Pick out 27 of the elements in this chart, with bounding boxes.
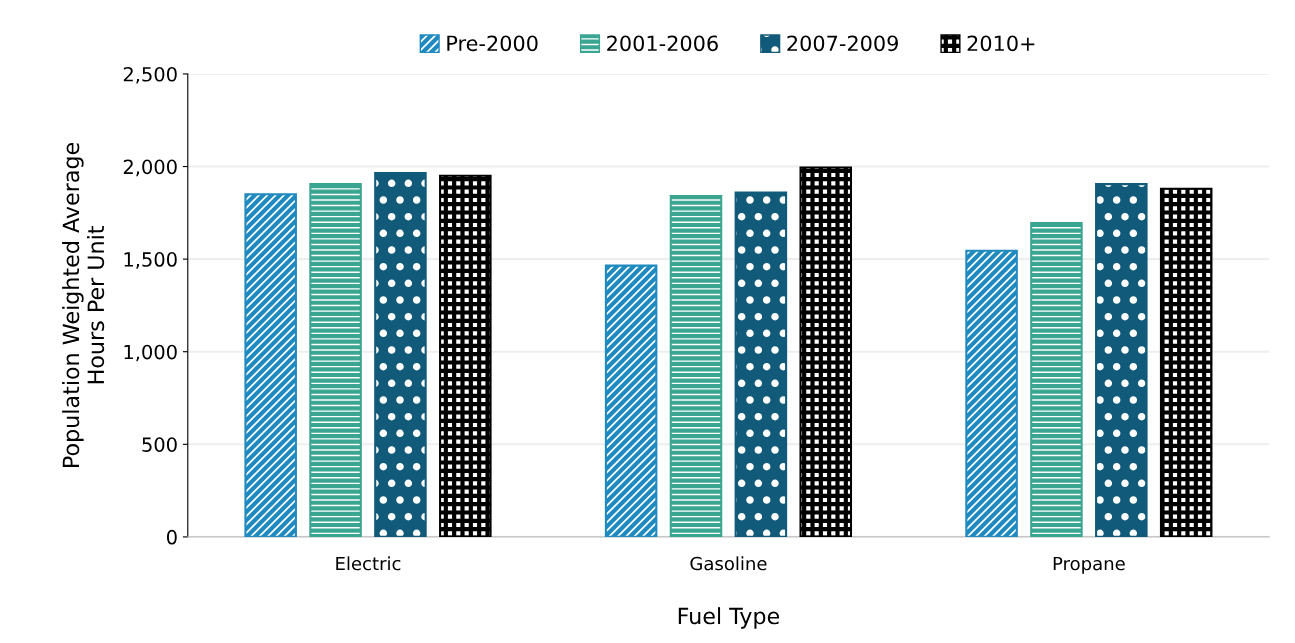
y-tick-label: 0	[166, 529, 177, 545]
bar	[604, 264, 658, 537]
x-tick-label: Propane	[1053, 556, 1125, 574]
x-axis-title: Fuel Type	[678, 607, 780, 629]
bar	[439, 174, 492, 537]
legend-label: 2001-2006	[607, 35, 718, 52]
y-tick-label: 2,000	[123, 159, 177, 177]
legend-label: Pre-2000	[447, 35, 538, 52]
bar	[799, 166, 853, 537]
y-tick-label: 1,500	[124, 252, 177, 269]
x-tick-label: Electric	[336, 556, 401, 571]
bar	[374, 171, 427, 537]
y-axis-title: Population Weighted Average Hours Per Unit	[62, 142, 105, 467]
y-tick-label: 2,500	[123, 66, 177, 84]
bar	[1095, 183, 1148, 537]
bar	[1030, 221, 1083, 537]
bar	[1159, 187, 1213, 537]
x-tick-label: Gasoline	[690, 556, 767, 571]
y-tick-label: 500	[142, 437, 177, 452]
legend-label: 2007-2009	[787, 35, 898, 52]
bar	[965, 249, 1018, 537]
bar	[309, 183, 362, 537]
bar	[669, 195, 723, 537]
y-tick-label: 1,000	[124, 344, 177, 362]
bar	[734, 191, 788, 537]
legend-label: 2010+	[967, 35, 1035, 52]
bar	[244, 193, 297, 537]
